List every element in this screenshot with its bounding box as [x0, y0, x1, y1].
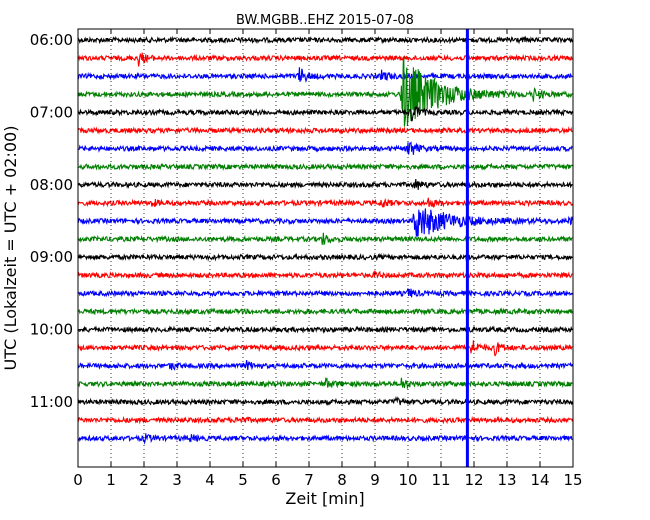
plot-area-frame	[77, 28, 574, 468]
trace-line	[77, 141, 573, 155]
y-tick-label: 06:00	[30, 31, 73, 49]
trace-line	[77, 252, 573, 262]
x-tick-label: 3	[172, 471, 182, 489]
x-tick-label: 0	[73, 471, 83, 489]
trace-line	[77, 360, 573, 371]
x-tick-label: 2	[139, 471, 149, 489]
x-tick-label: 1	[106, 471, 116, 489]
x-tick-label: 5	[238, 471, 248, 489]
x-tick-label: 14	[530, 471, 549, 489]
trace-line	[77, 208, 573, 237]
trace-line	[77, 433, 573, 445]
y-tick-label: 07:00	[30, 103, 73, 121]
trace-line	[77, 340, 573, 357]
x-tick-label: 13	[497, 471, 516, 489]
x-tick-label: 12	[464, 471, 483, 489]
x-tick-label: 6	[271, 471, 281, 489]
y-axis-label: UTC (Lokalzeit = UTC + 02:00)	[1, 126, 20, 371]
x-tick-label: 8	[337, 471, 347, 489]
trace-line	[77, 270, 573, 280]
x-tick-label: 10	[398, 471, 417, 489]
y-tick-label: 08:00	[30, 176, 73, 194]
x-tick-label: 11	[431, 471, 450, 489]
trace-line	[77, 52, 573, 67]
trace-line	[77, 126, 573, 135]
y-tick-label: 10:00	[30, 321, 73, 339]
trace-line	[77, 307, 573, 316]
trace-line	[77, 178, 573, 190]
trace-line	[77, 56, 573, 127]
trace-line	[77, 377, 573, 390]
x-tick-label: 15	[563, 471, 582, 489]
trace-line	[77, 325, 573, 335]
y-tick-label: 09:00	[30, 248, 73, 266]
trace-line	[77, 288, 573, 298]
chart-title: BW.MGBB..EHZ 2015-07-08	[236, 13, 414, 28]
x-tick-label: 9	[370, 471, 380, 489]
trace-line	[77, 162, 573, 171]
x-axis-label: Zeit [min]	[285, 489, 364, 508]
x-tick-label: 7	[304, 471, 314, 489]
trace-line	[77, 197, 573, 209]
trace-line	[77, 35, 573, 45]
trace-line	[77, 67, 573, 83]
trace-line	[77, 415, 573, 425]
x-tick-label: 4	[205, 471, 215, 489]
trace-line	[77, 105, 573, 122]
y-tick-label: 11:00	[30, 393, 73, 411]
trace-line	[77, 232, 573, 246]
trace-line	[77, 395, 573, 407]
